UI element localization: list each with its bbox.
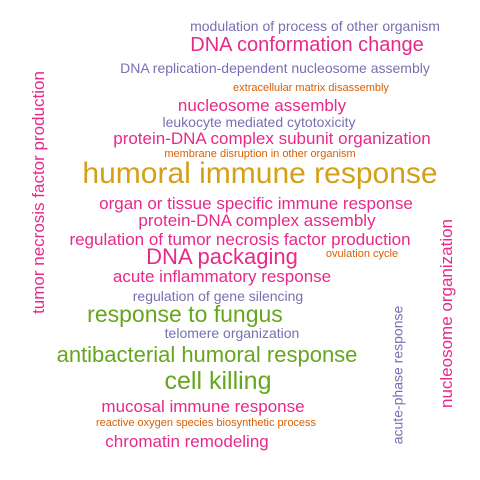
- word-nucleosome-organization: nucleosome organization: [437, 218, 457, 408]
- word-dna-conformation-change: DNA conformation change: [190, 34, 424, 56]
- word-chromatin-remodeling: chromatin remodeling: [105, 431, 269, 451]
- word-tumor-necrosis-factor-production: tumor necrosis factor production: [28, 70, 48, 314]
- word-antibacterial-humoral-response: antibacterial humoral response: [56, 342, 358, 367]
- word-extracellular-matrix-disassembly: extracellular matrix disassembly: [233, 81, 389, 94]
- word-protein-dna-complex-subunit-organization: protein-DNA complex subunit organization: [113, 128, 431, 148]
- word-regulation-of-gene-silencing: regulation of gene silencing: [132, 288, 304, 304]
- word-leukocyte-mediated-cytotoxicity: leukocyte mediated cytotoxicity: [162, 114, 356, 130]
- word-dna-replication-dependent-nucleosome-assembly: DNA replication-dependent nucleosome ass…: [120, 60, 430, 76]
- word-humoral-immune-response: humoral immune response: [82, 157, 438, 190]
- word-protein-dna-complex-assembly: protein-DNA complex assembly: [138, 210, 376, 230]
- word-regulation-of-tumor-necrosis-factor-production: regulation of tumor necrosis factor prod…: [69, 229, 411, 249]
- word-acute-phase-response: acute-phase response: [388, 305, 405, 445]
- word-telomere-organization: telomere organization: [164, 325, 300, 341]
- word-response-to-fungus: response to fungus: [87, 300, 283, 327]
- word-acute-inflammatory-response: acute inflammatory response: [112, 266, 332, 286]
- word-reactive-oxygen-species-biosynthetic-process: reactive oxygen species biosynthetic pro…: [95, 416, 317, 429]
- word-organ-or-tissue-specific-immune-response: organ or tissue specific immune response: [99, 193, 413, 213]
- word-cell-killing: cell killing: [164, 366, 272, 395]
- word-mucosal-immune-response: mucosal immune response: [101, 396, 305, 416]
- word-membrane-disruption-in-other-organism: membrane disruption in other organism: [164, 147, 356, 160]
- word-ovulation-cycle: ovulation cycle: [325, 247, 399, 260]
- word-nucleosome-assembly: nucleosome assembly: [177, 95, 347, 115]
- word-dna-packaging: DNA packaging: [146, 244, 298, 269]
- word-modulation-of-process-of-other-organism: modulation of process of other organism: [190, 18, 440, 34]
